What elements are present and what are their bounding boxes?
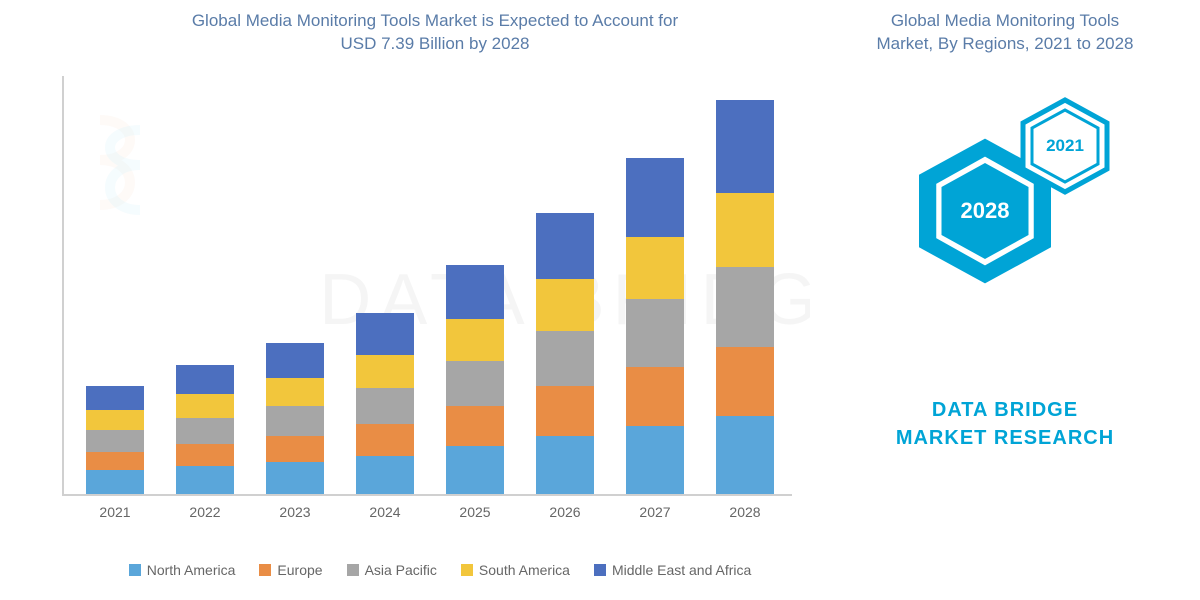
seg-2021-north-america (86, 470, 144, 494)
x-label-2028: 2028 (716, 504, 774, 520)
seg-2026-asia-pacific (536, 331, 594, 387)
seg-2026-europe (536, 386, 594, 436)
seg-2028-asia-pacific (716, 267, 774, 347)
chart-area: 20212022202320242025202620272028 (70, 76, 790, 516)
x-axis (62, 494, 792, 496)
seg-2023-north-america (266, 462, 324, 494)
right-panel: Global Media Monitoring Tools Market, By… (810, 0, 1200, 600)
seg-2028-north-america (716, 416, 774, 494)
seg-2023-europe (266, 436, 324, 462)
seg-2027-europe (626, 367, 684, 427)
x-label-2027: 2027 (626, 504, 684, 520)
bar-2022 (176, 365, 234, 494)
chart-panel: Global Media Monitoring Tools Market is … (0, 0, 810, 600)
seg-2021-middle-east-and-africa (86, 386, 144, 410)
seg-2023-asia-pacific (266, 406, 324, 436)
seg-2024-asia-pacific (356, 388, 414, 424)
seg-2026-south-america (536, 279, 594, 331)
seg-2025-asia-pacific (446, 361, 504, 407)
seg-2027-asia-pacific (626, 299, 684, 367)
brand-line2: MARKET RESEARCH (896, 427, 1114, 449)
x-label-2026: 2026 (536, 504, 594, 520)
seg-2028-europe (716, 347, 774, 417)
seg-2024-north-america (356, 456, 414, 494)
seg-2022-europe (176, 444, 234, 466)
bar-2023 (266, 343, 324, 494)
seg-2021-asia-pacific (86, 430, 144, 452)
seg-2023-south-america (266, 378, 324, 406)
x-label-2023: 2023 (266, 504, 324, 520)
hex-2021-label: 2021 (1046, 136, 1084, 156)
hex-2028-label: 2028 (961, 198, 1010, 224)
hex-2021: 2021 (1015, 96, 1115, 196)
x-label-2021: 2021 (86, 504, 144, 520)
seg-2022-asia-pacific (176, 418, 234, 444)
bar-2028 (716, 100, 774, 494)
seg-2022-middle-east-and-africa (176, 365, 234, 395)
seg-2021-south-america (86, 410, 144, 430)
chart-title: Global Media Monitoring Tools Market is … (70, 10, 800, 56)
x-label-2025: 2025 (446, 504, 504, 520)
seg-2023-middle-east-and-africa (266, 343, 324, 379)
right-title-line2: Market, By Regions, 2021 to 2028 (876, 34, 1133, 53)
bar-2021 (86, 386, 144, 493)
seg-2024-europe (356, 424, 414, 456)
bar-2025 (446, 265, 504, 494)
x-label-2022: 2022 (176, 504, 234, 520)
seg-2026-middle-east-and-africa (536, 213, 594, 279)
right-title: Global Media Monitoring Tools Market, By… (810, 0, 1200, 56)
seg-2021-europe (86, 452, 144, 470)
seg-2025-europe (446, 406, 504, 446)
seg-2022-south-america (176, 394, 234, 418)
seg-2027-middle-east-and-africa (626, 158, 684, 238)
seg-2026-north-america (536, 436, 594, 494)
y-axis (62, 76, 64, 496)
x-labels: 2021 2022 2023 2024 2025 2026 2027 2028 (70, 504, 790, 520)
chart-title-line2: USD 7.39 Billion by 2028 (340, 34, 529, 53)
hexagon-graphic: 2028 2021 (810, 56, 1200, 356)
seg-2027-north-america (626, 426, 684, 494)
seg-2025-south-america (446, 319, 504, 361)
bar-2024 (356, 313, 414, 494)
seg-2028-middle-east-and-africa (716, 100, 774, 194)
seg-2025-middle-east-and-africa (446, 265, 504, 319)
right-title-line1: Global Media Monitoring Tools (891, 11, 1119, 30)
chart-title-line1: Global Media Monitoring Tools Market is … (192, 11, 678, 30)
seg-2028-south-america (716, 193, 774, 267)
bar-2027 (626, 158, 684, 494)
bar-2026 (536, 213, 594, 494)
x-label-2024: 2024 (356, 504, 414, 520)
seg-2025-north-america (446, 446, 504, 494)
seg-2022-north-america (176, 466, 234, 494)
seg-2027-south-america (626, 237, 684, 299)
bars-container (70, 76, 790, 494)
seg-2024-middle-east-and-africa (356, 313, 414, 355)
brand-text: DATA BRIDGE MARKET RESEARCH (810, 396, 1200, 452)
seg-2024-south-america (356, 355, 414, 389)
brand-line1: DATA BRIDGE (932, 399, 1078, 421)
